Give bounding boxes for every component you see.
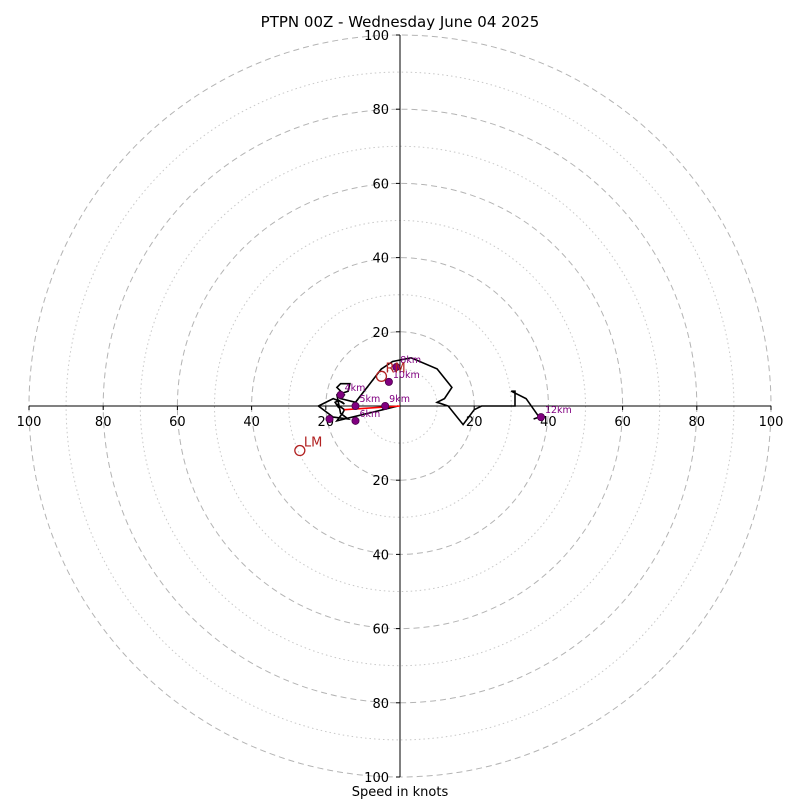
storm-motion-label: LM <box>304 436 322 451</box>
storm-motion-point <box>375 370 388 382</box>
y-tick-label: 20 <box>372 474 389 489</box>
vertical-tick-labels: 100 80 60 40 20 20 40 60 80 100 <box>364 29 400 786</box>
y-tick-label: 100 <box>364 29 389 44</box>
height-marker-label: 12km <box>545 405 572 416</box>
x-tick-label: 100 <box>759 415 784 430</box>
x-tick-label: 40 <box>243 415 260 430</box>
height-marker-point <box>536 413 545 422</box>
height-marker-label: 9km <box>389 394 410 405</box>
x-tick-label: 60 <box>169 415 186 430</box>
y-tick-label: 40 <box>372 252 389 267</box>
height-marker-label: 8km <box>400 355 421 366</box>
height-marker-point <box>325 414 334 423</box>
horizontal-tick-labels: 100 80 60 40 20 20 40 60 80 100 <box>17 406 784 430</box>
height-marker-label: 6km <box>359 409 380 420</box>
height-marker-point <box>351 416 360 425</box>
storm-motion-markers: RM LM <box>294 361 406 457</box>
x-tick-label: 80 <box>95 415 112 430</box>
chart-title: PTPN 00Z - Wednesday June 04 2025 <box>261 13 540 31</box>
y-tick-label: 40 <box>372 548 389 563</box>
height-marker-label: 4km <box>345 383 366 394</box>
height-marker-point <box>384 377 393 386</box>
height-marker-point <box>351 401 360 410</box>
height-marker-label: 5km <box>359 394 380 405</box>
storm-motion-point <box>294 444 306 457</box>
height-marker-label: 10km <box>393 370 420 381</box>
y-tick-label: 60 <box>372 177 389 192</box>
height-marker-point <box>381 401 390 410</box>
x-axis-label: Speed in knots <box>352 785 449 800</box>
height-marker-point <box>392 363 401 372</box>
x-tick-label: 80 <box>689 415 706 430</box>
y-tick-label: 100 <box>364 771 389 786</box>
y-tick-label: 20 <box>372 326 389 341</box>
y-tick-label: 80 <box>372 103 389 118</box>
y-tick-label: 60 <box>372 623 389 638</box>
x-tick-label: 100 <box>17 415 42 430</box>
y-tick-label: 80 <box>372 697 389 712</box>
height-marker-point <box>336 390 345 399</box>
x-tick-label: 20 <box>466 415 483 430</box>
x-tick-label: 60 <box>614 415 631 430</box>
storm-motion-label: RM <box>385 361 405 376</box>
